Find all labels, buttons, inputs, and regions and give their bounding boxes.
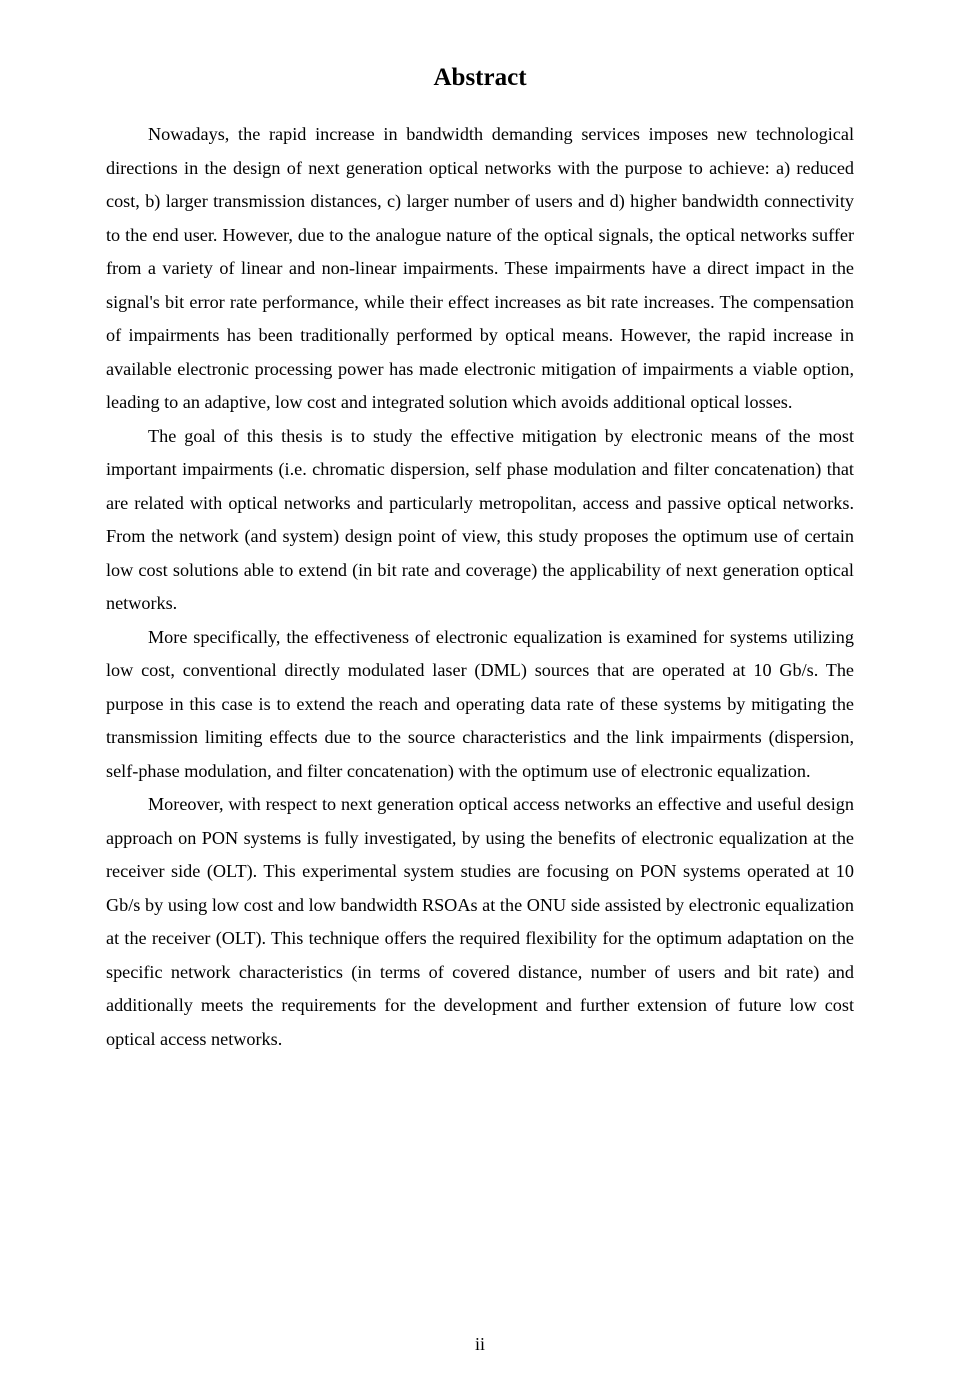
paragraph-2: The goal of this thesis is to study the …: [106, 420, 854, 621]
paragraph-4: Moreover, with respect to next generatio…: [106, 788, 854, 1056]
abstract-title: Abstract: [106, 64, 854, 92]
paragraph-1: Nowadays, the rapid increase in bandwidt…: [106, 118, 854, 420]
paragraph-3: More specifically, the effectiveness of …: [106, 621, 854, 789]
page-number: ii: [0, 1334, 960, 1355]
abstract-body: Nowadays, the rapid increase in bandwidt…: [106, 118, 854, 1056]
